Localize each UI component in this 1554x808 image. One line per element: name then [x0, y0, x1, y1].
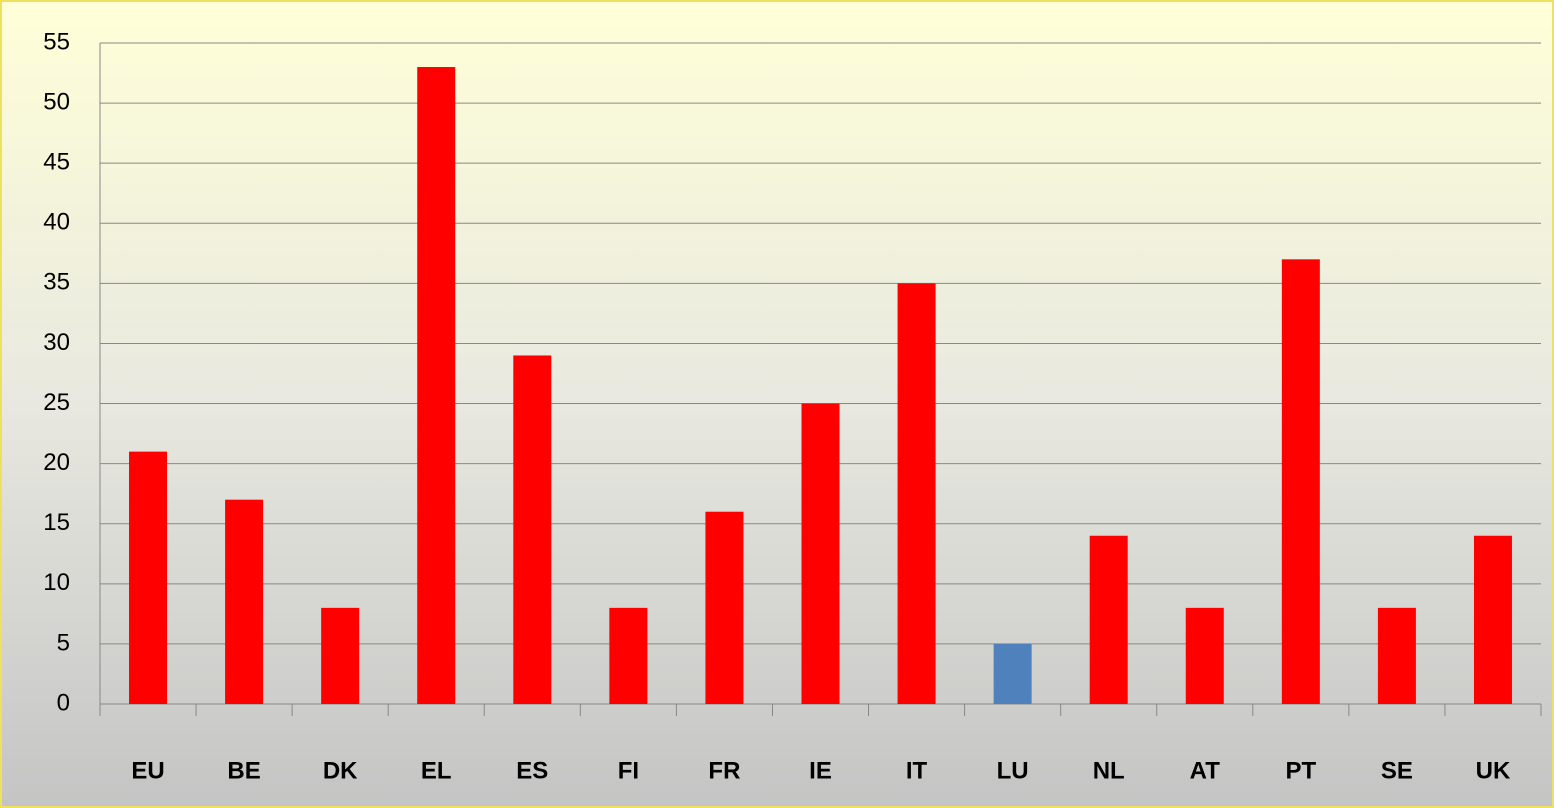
- x-tick-label: EL: [421, 757, 452, 784]
- y-tick-label: 40: [43, 209, 70, 236]
- bar: [321, 607, 360, 704]
- bar: [705, 511, 744, 704]
- x-tick-label: ES: [516, 757, 548, 784]
- bar: [417, 67, 456, 704]
- y-tick-label: 25: [43, 389, 70, 416]
- y-tick-label: 5: [57, 629, 70, 656]
- bar: [1089, 535, 1128, 704]
- y-tick-label: 20: [43, 449, 70, 476]
- bar: [1473, 535, 1512, 704]
- x-tick-label: UK: [1476, 757, 1511, 784]
- bar: [993, 643, 1032, 704]
- x-tick-label: AT: [1190, 757, 1221, 784]
- bar: [129, 451, 168, 704]
- x-tick-label: BE: [227, 757, 260, 784]
- y-tick-label: 55: [43, 28, 70, 55]
- y-tick-label: 10: [43, 569, 70, 596]
- x-tick-label: SE: [1381, 757, 1413, 784]
- y-tick-label: 30: [43, 329, 70, 356]
- bar: [1281, 259, 1320, 704]
- x-tick-label: FR: [708, 757, 740, 784]
- bar: [1377, 607, 1416, 704]
- bar: [513, 355, 552, 704]
- x-tick-label: IE: [809, 757, 832, 784]
- x-tick-label: DK: [323, 757, 358, 784]
- y-tick-label: 50: [43, 88, 70, 115]
- bar: [225, 499, 264, 704]
- y-tick-label: 45: [43, 149, 70, 176]
- y-tick-label: 0: [57, 689, 70, 716]
- y-tick-label: 35: [43, 269, 70, 296]
- x-tick-label: FI: [618, 757, 639, 784]
- x-tick-label: NL: [1093, 757, 1125, 784]
- bar: [1185, 607, 1224, 704]
- x-tick-label: IT: [906, 757, 928, 784]
- bar: [609, 607, 648, 704]
- x-tick-label: EU: [131, 757, 164, 784]
- x-tick-label: LU: [997, 757, 1029, 784]
- x-tick-label: PT: [1285, 757, 1316, 784]
- bar: [801, 403, 840, 704]
- y-tick-label: 15: [43, 509, 70, 536]
- bar: [897, 283, 936, 704]
